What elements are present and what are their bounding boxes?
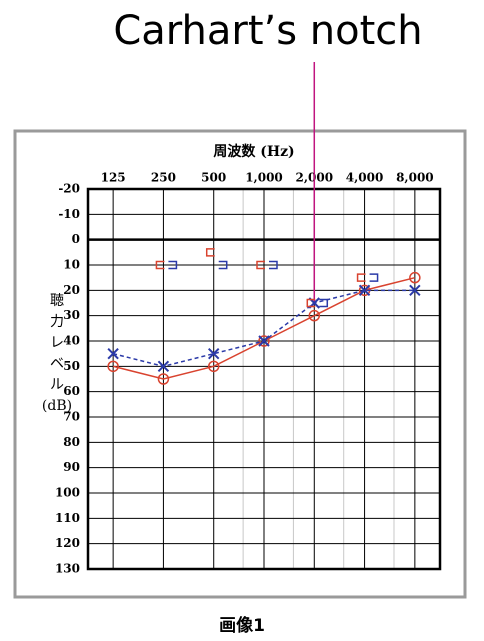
y-tick-label: 110: [55, 511, 80, 525]
marker: [256, 260, 265, 270]
chart-title: 周波数 (Hz): [213, 143, 294, 160]
y-tick-label: 80: [63, 435, 80, 449]
marker: [258, 335, 270, 347]
marker: [207, 360, 220, 373]
y-axis-label: ル: [50, 377, 64, 393]
y-axis-label: レ: [50, 335, 64, 351]
x-tick-label: 125: [101, 171, 126, 185]
x-tick-label: 250: [151, 171, 176, 185]
marker: [308, 309, 321, 322]
y-tick-label: 40: [63, 334, 80, 348]
marker: [205, 248, 215, 257]
x-tick-label: 4,000: [346, 171, 384, 185]
y-tick-label: 10: [63, 258, 80, 272]
marker: [268, 260, 278, 270]
y-tick-label: 60: [63, 384, 80, 398]
frame: [13, 129, 467, 599]
y-tick-label: 50: [63, 359, 80, 373]
marker: [356, 273, 366, 282]
marker: [258, 335, 270, 347]
marker: [208, 347, 220, 360]
y-axis-label: ベ: [50, 356, 64, 372]
marker: [155, 260, 165, 270]
y-tick-label: 70: [63, 410, 80, 424]
marker: [409, 284, 421, 297]
marker: [107, 347, 119, 360]
marker: [157, 373, 170, 385]
y-tick-label: 130: [55, 562, 80, 576]
y-tick-label: -10: [58, 207, 80, 221]
plot-border: [86, 187, 442, 571]
x-tick-label: 8,000: [396, 171, 434, 185]
marker: [369, 273, 379, 282]
y-axis-label: (dB): [42, 398, 72, 414]
marker: [107, 360, 119, 373]
marker: [306, 298, 316, 308]
y-tick-label: 90: [63, 460, 80, 474]
y-tick-label: 20: [63, 283, 80, 297]
annotation-text: Carhart’s notch: [113, 8, 422, 54]
y-tick-label: -20: [58, 182, 80, 196]
x-tick-label: 1,000: [245, 171, 283, 185]
marker: [409, 271, 421, 284]
marker: [157, 360, 170, 373]
y-tick-label: 100: [55, 486, 80, 500]
x-tick-label: 500: [201, 171, 226, 185]
y-axis-label: 力: [50, 314, 64, 330]
marker: [218, 260, 228, 270]
marker: [168, 260, 178, 270]
marker: [319, 298, 329, 308]
caption: 画像1: [219, 616, 265, 636]
y-tick-label: 0: [72, 232, 80, 246]
y-tick-label: 120: [55, 536, 80, 550]
marker: [358, 284, 371, 297]
y-tick-label: 30: [63, 308, 80, 322]
y-axis-label: 聴: [50, 293, 64, 309]
